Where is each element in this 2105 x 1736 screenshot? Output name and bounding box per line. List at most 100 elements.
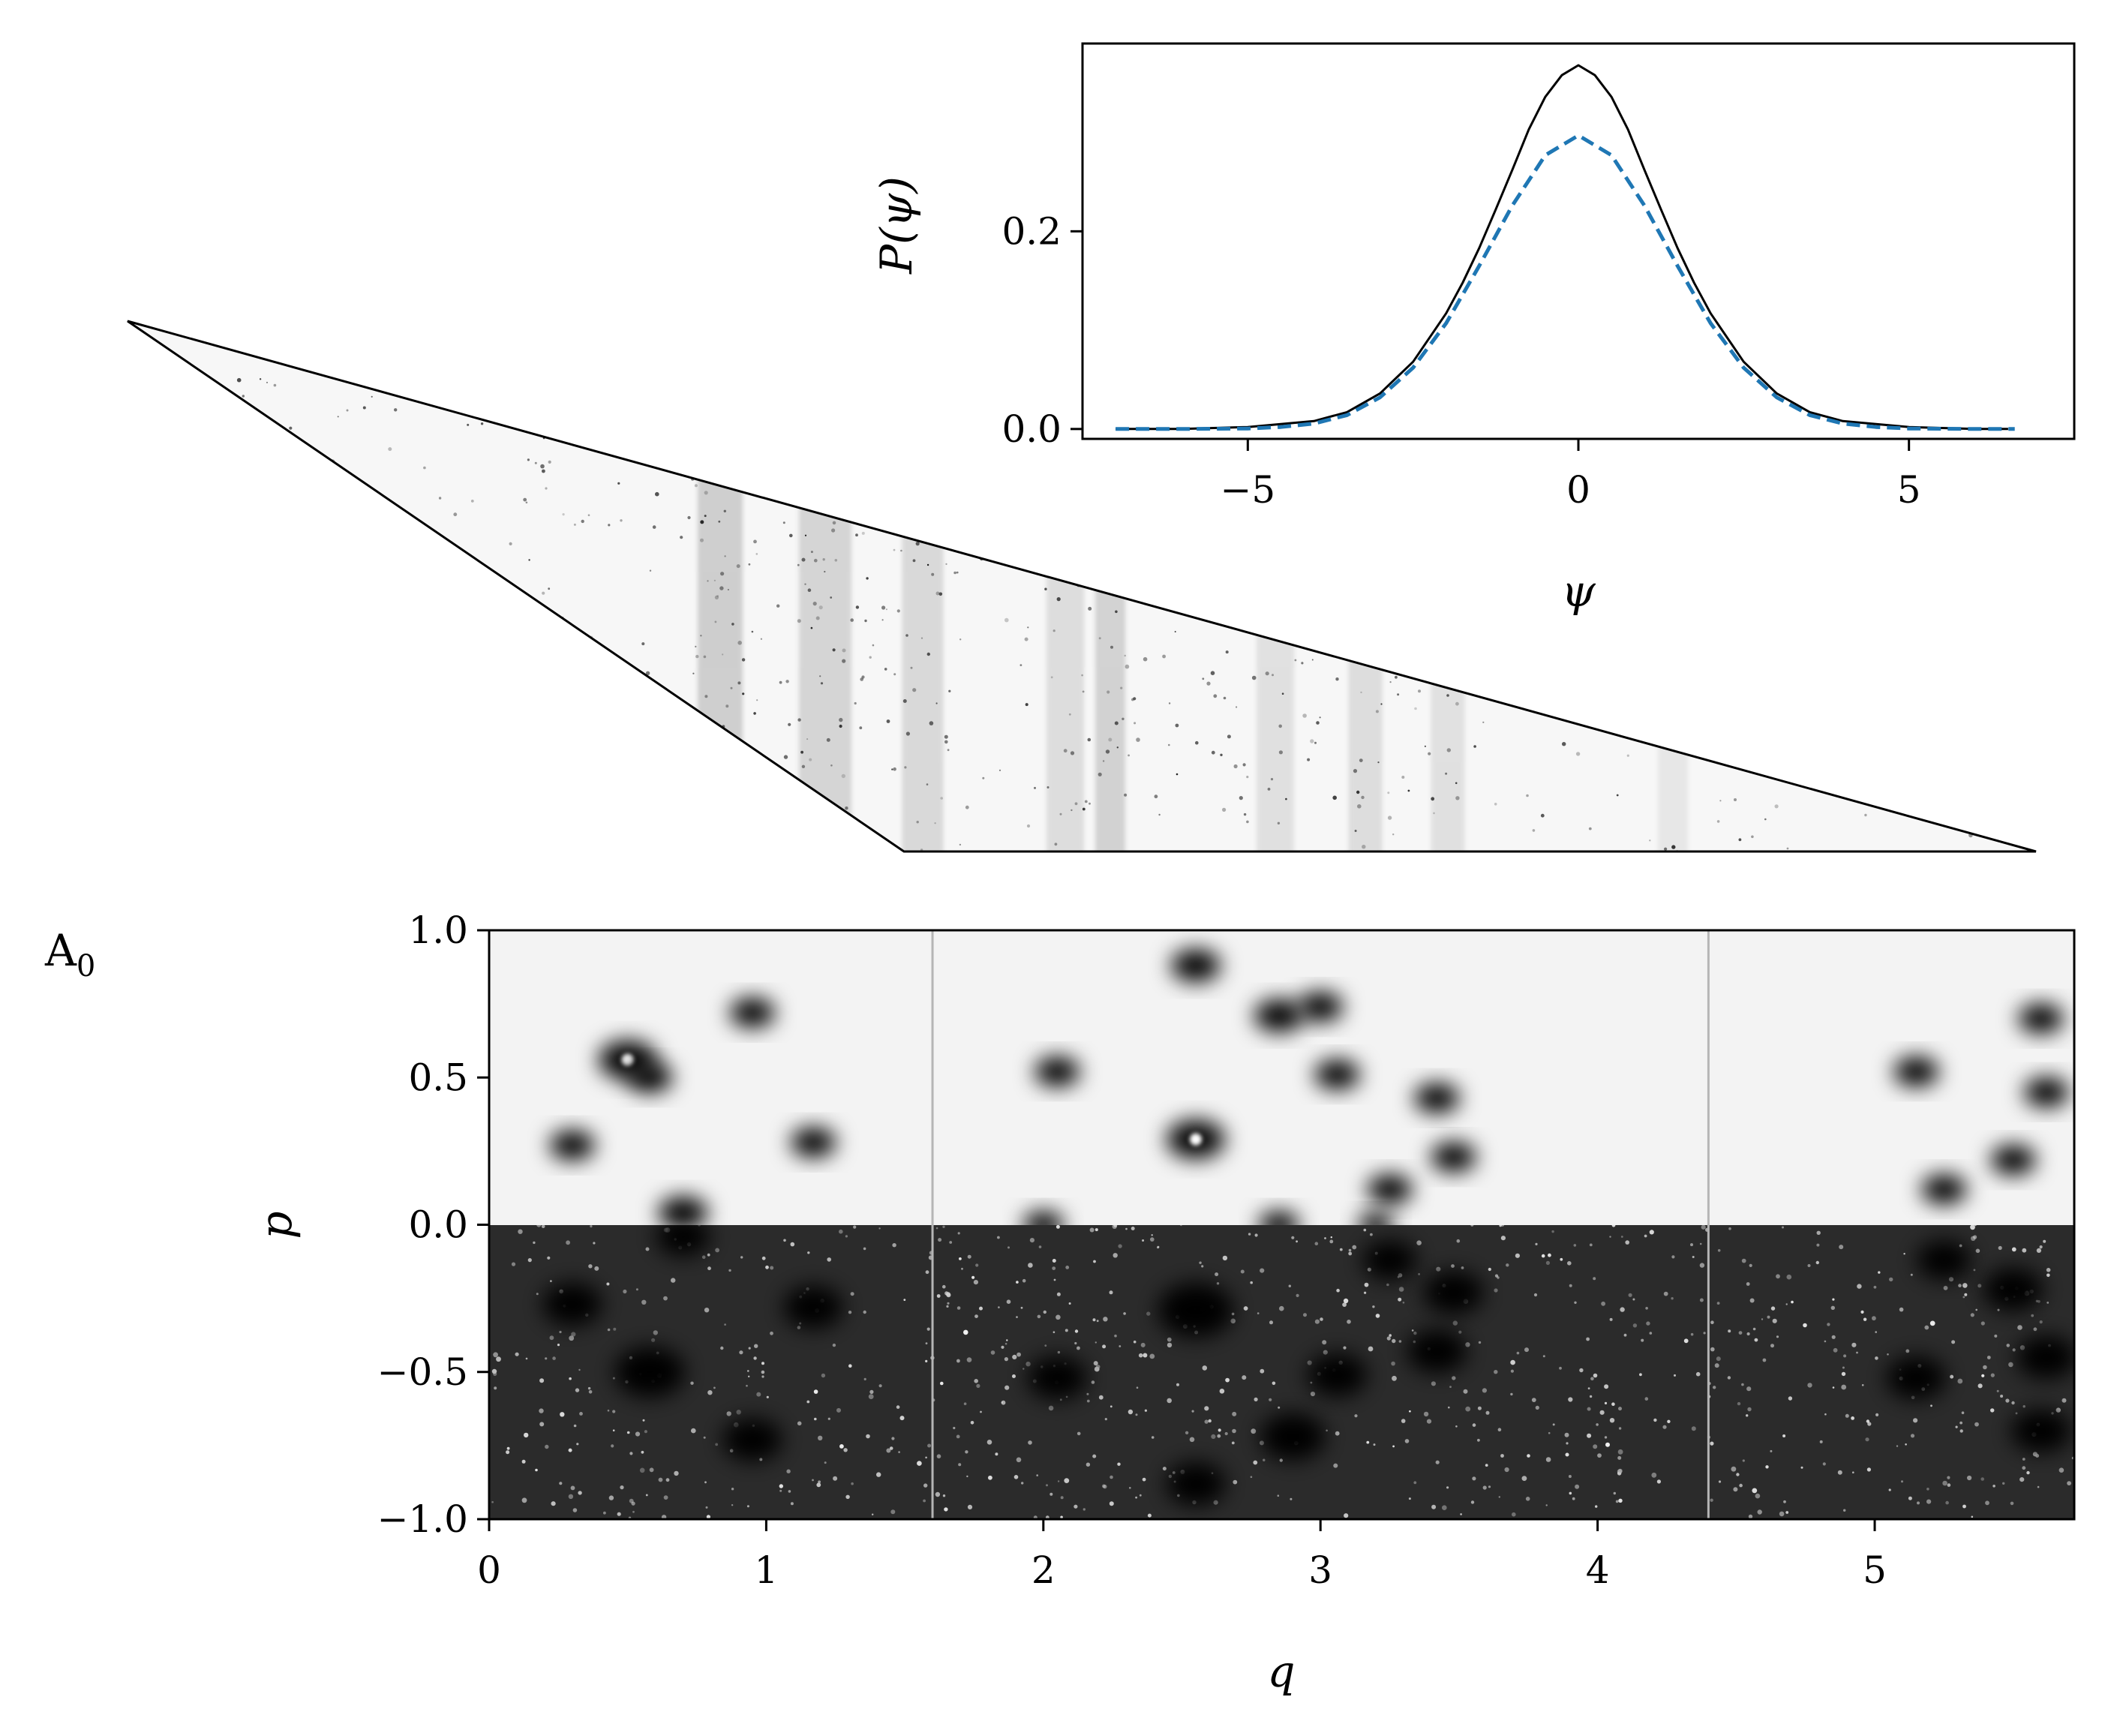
speckle-dot [1176,1383,1179,1386]
speckle-dot [1791,1300,1794,1304]
dark-spot [1358,1212,1395,1225]
pattern-dot [743,402,746,406]
pattern-dot [905,731,910,736]
pattern-dot [548,587,551,590]
pattern-dot [1120,686,1123,689]
pattern-dot [1211,464,1214,467]
speckle-dot [1535,1242,1538,1245]
pattern-dot [1347,374,1350,376]
speckle-dot [2039,1320,2043,1324]
pattern-dot [506,661,509,664]
speckle-dot [1411,1329,1414,1332]
speckle-dot [2005,1398,2010,1403]
pattern-dot [692,454,696,459]
pattern-dot [1460,587,1464,591]
pattern-dot [1387,791,1390,794]
speckle-dot [1037,1314,1041,1319]
pattern-dot [1081,674,1083,677]
pattern-dot [1282,341,1285,344]
speckle-dot [1839,1245,1844,1250]
speckle-dot [1741,1258,1746,1263]
pattern-dot [1428,359,1432,364]
pattern-dot [860,677,863,681]
speckle-dot [1056,1314,1061,1320]
pattern-dot [926,478,929,481]
pattern-dot [1958,528,1960,531]
pattern-dot [479,575,481,578]
speckle-dot [608,1495,614,1500]
dark-spot [1307,1353,1367,1397]
pattern-dot [1387,815,1392,820]
pattern-dot [1251,593,1255,598]
pattern-dot [722,653,724,656]
pattern-dot [1382,548,1384,551]
speckle-dot [1413,1481,1417,1485]
speckle-dot [1135,1413,1138,1416]
speckle-dot [963,1402,967,1405]
speckle-dot [959,1257,962,1260]
pattern-dot [1043,461,1046,464]
inset-frame [1081,42,2076,440]
speckle-dot [935,1227,938,1230]
speckle-dot [1986,1356,1991,1359]
speckle-dot [1739,1483,1743,1488]
pattern-dot [1025,703,1028,707]
pattern-dot [1432,541,1436,544]
pattern-dot [1410,448,1415,452]
pattern-dot [454,745,458,749]
speckle-dot [1564,1432,1569,1437]
speckle-dot [576,1443,579,1446]
speckle-dot [539,1422,545,1427]
pattern-dot [704,695,708,698]
speckle-dot [1456,1239,1461,1243]
triangle-boundary [127,320,2037,853]
speckle-dot [626,1431,630,1434]
pattern-dot [734,387,737,391]
speckle-dot [649,1467,654,1473]
pattern-dot [1082,807,1086,811]
pattern-dot [1154,794,1158,799]
pattern-dot [763,812,766,815]
speckle-dot [651,1338,656,1342]
speckle-dot [1845,1413,1849,1418]
pattern-dot [688,712,692,716]
speckle-dot [1703,1332,1706,1335]
pattern-dot [1239,796,1243,800]
pattern-dot [1414,707,1417,710]
pattern-dot [1815,660,1819,665]
speckle-dot [1615,1500,1619,1503]
speckle-dot [975,1263,979,1267]
speckle-dot [797,1326,801,1329]
pattern-dot [1556,449,1559,452]
speckle-dot [935,1491,941,1497]
pattern-dot [1332,795,1337,800]
pattern-dot [1966,825,1971,830]
pattern-dot [1455,796,1460,800]
speckle-dot [1038,1245,1042,1248]
pattern-dot [850,479,854,483]
speckle-dot [1147,1513,1152,1518]
speckle-dot [1872,1316,1876,1321]
speckle-dot [635,1431,641,1437]
pattern-dot [1052,629,1056,632]
speckle-dot [1644,1397,1649,1401]
pattern-dot [1950,481,1953,485]
pattern-dot [1107,377,1112,382]
pattern-dot [528,559,530,561]
speckle-dot [1231,1441,1235,1445]
speckle-dot [547,1256,551,1260]
pattern-dot [467,423,470,426]
pattern-dot [982,776,985,779]
pattern-dot [1563,452,1568,457]
pattern-dot [1900,521,1904,525]
pattern-dot [1437,585,1442,589]
pattern-dot [1983,689,1987,693]
pattern-dot [715,776,719,781]
speckle-dot [1510,1392,1513,1396]
pattern-dot [289,426,293,430]
speckle-dot [1269,1398,1272,1401]
pattern-dot [2018,481,2021,484]
speckle-dot [545,1357,548,1360]
pattern-dot [1455,701,1459,706]
pattern-dot [1926,671,1928,674]
